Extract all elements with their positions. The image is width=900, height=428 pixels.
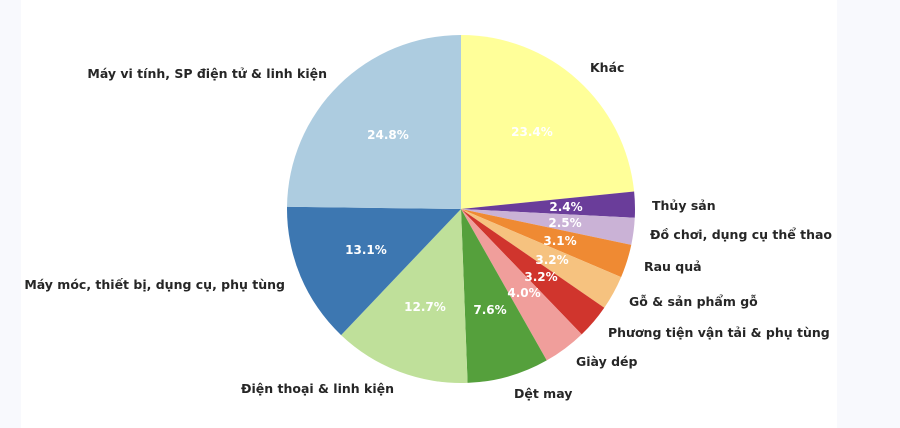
pct-label-do-choi-dung-cu-the-thao: 2.5%: [548, 216, 581, 230]
category-label-khac: Khác: [590, 60, 624, 75]
category-label-may-vi-tinh-sp-dien-tu-linh-kien: Máy vi tính, SP điện tử & linh kiện: [87, 66, 327, 81]
pct-label-dien-thoai-linh-kien: 12.7%: [404, 300, 446, 314]
pie-slice-may-moc-thiet-bi-dung-cu-phu-tung: [286, 206, 461, 336]
pct-label-det-may: 7.6%: [473, 303, 506, 317]
pie-slice-do-choi-dung-cu-the-thao: [461, 209, 635, 245]
pie-slice-may-vi-tinh-sp-dien-tu-linh-kien: [287, 35, 461, 209]
category-label-may-moc-thiet-bi-dung-cu-phu-tung: Máy móc, thiết bị, dụng cụ, phụ tùng: [24, 277, 285, 292]
percentage-labels: 23.4% 2.4% 2.5% 3.1% 3.2% 3.2% 4.0%7.6% 12.7% 13…: [345, 125, 582, 317]
pie-slice-khac: [461, 35, 635, 209]
category-label-go-san-pham-go: Gỗ & sản phẩm gỗ: [629, 294, 758, 309]
pct-label-phuong-tien-van-tai-phu-tung: 3.2%: [524, 270, 557, 284]
pie-slice-det-may: [461, 209, 547, 383]
pie-slices: [286, 35, 635, 384]
category-label-rau-qua: Rau quả: [644, 259, 702, 274]
pct-label-khac: 23.4%: [511, 125, 553, 139]
pie-slice-dien-thoai-linh-kien: [341, 209, 468, 384]
category-label-det-may: Dệt may: [514, 386, 572, 401]
category-label-giay-dep: Giày dép: [576, 354, 638, 369]
pie-slice-giay-dep: [461, 209, 582, 361]
category-label-thuy-san: Thủy sản: [652, 198, 716, 213]
pct-label-rau-qua: 3.1%: [543, 234, 576, 248]
category-label-phuong-tien-van-tai-phu-tung: Phương tiện vận tải & phụ tùng: [608, 325, 830, 340]
pct-label-thuy-san: 2.4%: [549, 200, 582, 214]
pct-label-may-vi-tinh-sp-dien-tu-linh-kien: 24.8%: [367, 128, 409, 142]
pie-slice-rau-qua: [461, 209, 632, 278]
category-labels: Khác Thủy sản Đồ chơi, dụng cụ thể thao Rau…: [24, 60, 832, 401]
pie-slice-go-san-pham-go: [461, 209, 622, 308]
pie-slice-thuy-san: [461, 191, 635, 218]
pct-label-go-san-pham-go: 3.2%: [535, 253, 568, 267]
category-label-dien-thoai-linh-kien: Điện thoại & linh kiện: [241, 381, 394, 396]
pct-label-may-moc-thiet-bi-dung-cu-phu-tung: 13.1%: [345, 243, 387, 257]
pie-slice-phuong-tien-van-tai-phu-tung: [461, 209, 605, 335]
pct-label-giay-dep: 4.0%: [507, 286, 540, 300]
category-label-do-choi-dung-cu-the-thao: Đồ chơi, dụng cụ thể thao: [650, 227, 832, 242]
